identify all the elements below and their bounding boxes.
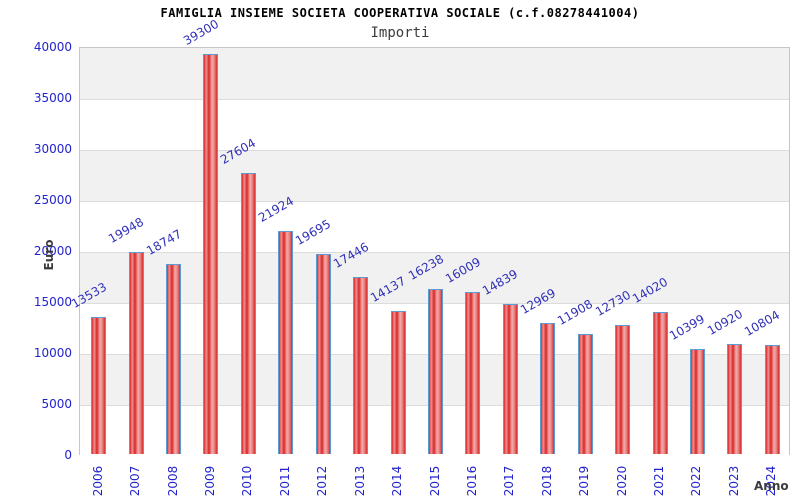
plot-area: [79, 47, 790, 456]
x-tick-label: 2016: [464, 465, 479, 497]
x-tick-label: 2008: [165, 465, 180, 497]
gridline: [80, 252, 789, 253]
x-tick-label: 2019: [577, 465, 592, 497]
x-tick-label: 2021: [652, 465, 667, 497]
y-tick-label: 25000: [33, 193, 72, 207]
bar-2013: [353, 277, 369, 454]
bar-2006: [91, 316, 107, 454]
x-axis-title: Anno: [754, 479, 789, 493]
y-tick-label: 0: [64, 448, 72, 462]
x-tick-label: 2010: [240, 465, 255, 497]
y-axis-title: Euro: [42, 239, 56, 271]
x-tick-label: 2022: [689, 465, 704, 497]
bar-2014: [390, 310, 406, 454]
gridline: [80, 99, 789, 100]
y-tick-label: 40000: [33, 40, 72, 54]
gridline: [80, 201, 789, 202]
x-tick-label: 2015: [427, 465, 442, 497]
plot-band: [80, 150, 789, 201]
bar-2010: [240, 173, 256, 454]
x-tick-label: 2006: [90, 465, 105, 497]
bar-2011: [278, 231, 294, 454]
bar-2024: [764, 344, 780, 454]
plot-band: [80, 201, 789, 252]
bar-2018: [540, 322, 556, 454]
chart-title: FAMIGLIA INSIEME SOCIETA COOPERATIVA SOC…: [160, 6, 640, 20]
x-tick-label: 2013: [352, 465, 367, 497]
bar-2007: [128, 251, 144, 454]
x-tick-label: 2014: [390, 465, 405, 497]
chart-subtitle: Importi: [370, 25, 430, 41]
bar-2015: [428, 289, 443, 454]
bar-2023: [727, 343, 743, 454]
bar-2022: [689, 348, 705, 454]
y-tick-label: 5000: [41, 397, 72, 411]
bar-2020: [615, 325, 631, 454]
y-tick-label: 10000: [33, 346, 72, 360]
bar-2016: [465, 291, 481, 454]
x-tick-label: 2023: [726, 465, 741, 497]
x-tick-label: 2017: [502, 465, 517, 497]
bar-2017: [502, 303, 518, 454]
plot-band: [80, 48, 789, 99]
y-tick-label: 20000: [33, 244, 72, 258]
bar-2019: [577, 333, 593, 454]
bar-2012: [315, 254, 331, 454]
x-tick-label: 2007: [128, 465, 143, 497]
bar-2009: [203, 54, 219, 454]
x-tick-label: 2012: [315, 465, 330, 497]
x-tick-label: 2018: [539, 465, 554, 497]
gridline: [80, 150, 789, 151]
y-tick-label: 35000: [33, 91, 72, 105]
x-tick-label: 2020: [614, 465, 629, 497]
y-tick-label: 30000: [33, 142, 72, 156]
plot-band: [80, 99, 789, 150]
x-tick-label: 2009: [202, 465, 217, 497]
bar-2008: [166, 263, 182, 454]
x-tick-label: 2011: [277, 465, 292, 497]
bar-2021: [652, 312, 668, 454]
y-tick-label: 15000: [33, 295, 72, 309]
